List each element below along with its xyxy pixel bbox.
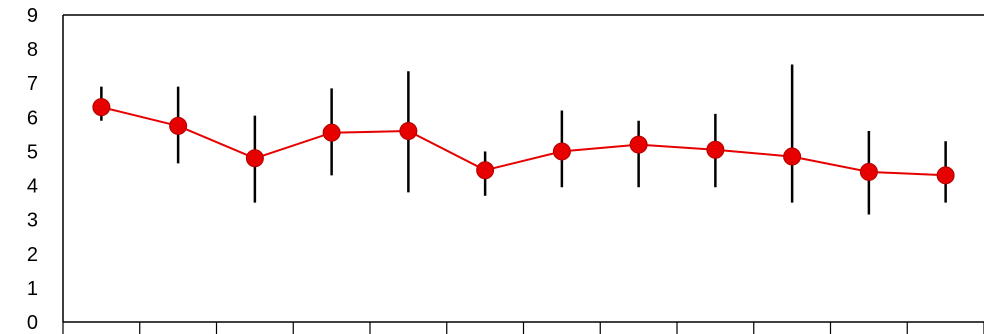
y-tick-label: 5	[27, 141, 38, 163]
plot-frame	[62, 14, 984, 323]
y-tick-label: 7	[27, 73, 38, 95]
data-points	[92, 98, 955, 185]
y-tick-label: 2	[27, 244, 38, 266]
series-line	[101, 106, 946, 177]
y-tick-label: 1	[27, 278, 38, 300]
data-point	[322, 123, 341, 142]
data-point	[476, 161, 495, 180]
y-tick-label: 9	[27, 5, 38, 27]
y-axis-ticks: 0 1 2 3 4 5 6 7 8 9	[27, 5, 38, 334]
data-point	[783, 147, 802, 166]
data-point	[552, 142, 571, 161]
error-bars	[100, 64, 947, 215]
data-point	[706, 140, 725, 159]
y-tick-label: 4	[27, 176, 38, 198]
y-tick-label: 6	[27, 107, 38, 129]
data-point	[92, 98, 111, 117]
data-point	[936, 166, 955, 185]
y-tick-label: 3	[27, 210, 38, 232]
x-axis-ticks	[62, 322, 984, 334]
data-point	[169, 116, 188, 135]
data-point	[245, 149, 264, 168]
data-point	[859, 162, 878, 181]
data-point	[399, 121, 418, 140]
series-line-group	[101, 106, 946, 177]
y-tick-label: 0	[27, 312, 38, 334]
y-tick-label: 8	[27, 39, 38, 61]
data-point	[629, 135, 648, 154]
